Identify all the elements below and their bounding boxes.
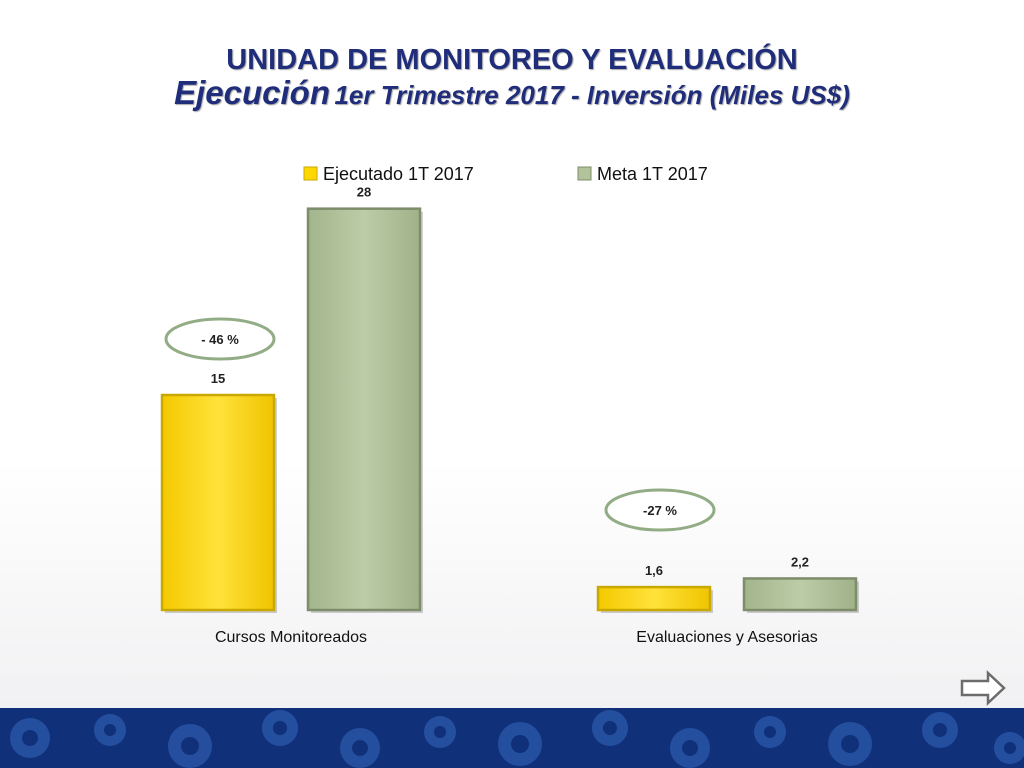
data-label-executed-2: 1,6 xyxy=(645,563,663,578)
slide-title: UNIDAD DE MONITOREO Y EVALUACIÓN xyxy=(226,44,798,76)
legend-label-2: Meta 1T 2017 xyxy=(597,164,708,184)
legend-label-1: Ejecutado 1T 2017 xyxy=(323,164,474,184)
difference-label-1: - 46 % xyxy=(201,332,239,347)
legend-swatch-1 xyxy=(303,166,318,181)
next-arrow-icon[interactable] xyxy=(958,668,1008,708)
title-block: UNIDAD DE MONITOREO Y EVALUACIÓN Ejecuci… xyxy=(0,44,1024,117)
data-label-goal-1: 28 xyxy=(357,185,371,200)
footer-gear-band xyxy=(0,708,1024,768)
bar-chart: Ejecutado 1T 2017 Meta 1T 2017 15 1,6 28 2,2… xyxy=(160,164,859,646)
difference-label-2: -27 % xyxy=(643,503,677,518)
difference-ellipse-2 xyxy=(604,488,716,532)
gear-pattern xyxy=(10,710,1024,768)
data-label-goal-2: 2,2 xyxy=(791,554,809,569)
bar-goal-1 xyxy=(306,207,422,612)
subtitle-rest: 1er Trimestre 2017 - Inversión (Miles US… xyxy=(334,80,850,110)
category-label-1: Cursos Monitoreados xyxy=(215,629,367,646)
category-label-2: Evaluaciones y Asesorias xyxy=(636,629,817,646)
data-label-executed-1: 15 xyxy=(211,371,225,386)
bar-executed-2 xyxy=(596,585,712,612)
slide-subtitle: Ejecución 1er Trimestre 2017 - Inversión… xyxy=(0,76,1024,117)
bar-goal-2 xyxy=(742,577,858,612)
legend-swatch-2 xyxy=(577,166,592,181)
subtitle-main: Ejecución xyxy=(174,74,330,111)
difference-ellipse-1 xyxy=(164,317,276,361)
bar-executed-1 xyxy=(160,393,276,612)
